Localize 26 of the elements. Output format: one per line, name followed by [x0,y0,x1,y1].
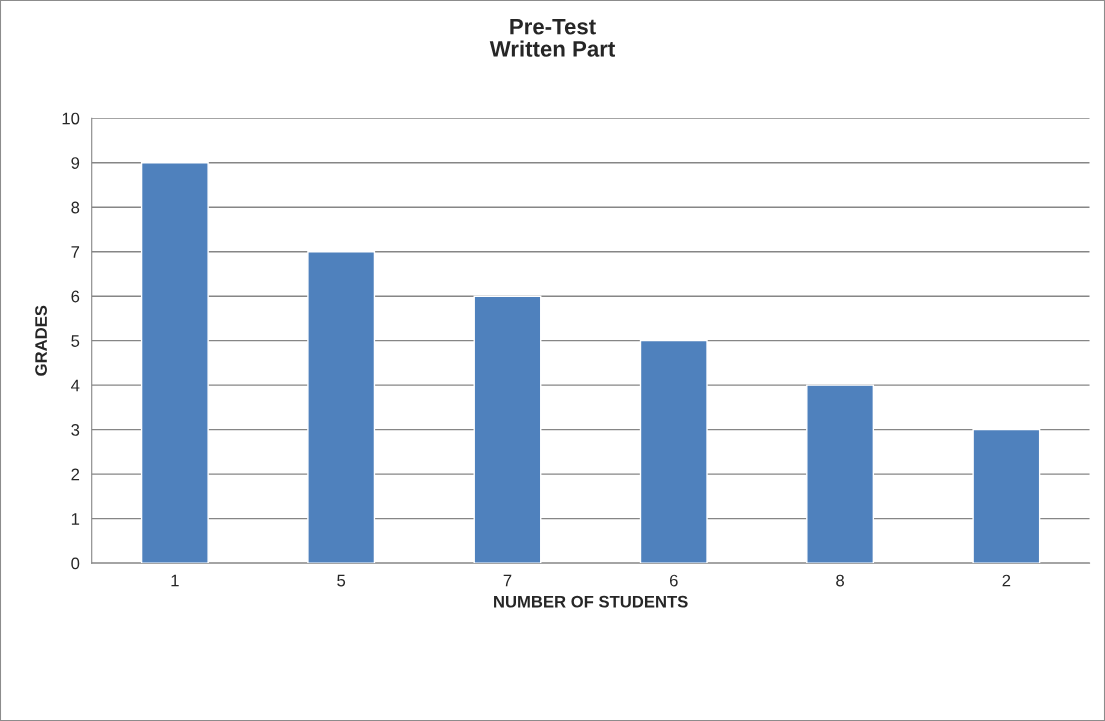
bar [639,339,708,564]
x-tick-label: 7 [503,574,512,587]
y-tick-label: 0 [71,557,80,570]
y-axis-title: GRADES [35,305,47,376]
y-tick-label: 1 [71,513,80,525]
y-tick-label: 5 [71,335,80,347]
y-tick-label: 8 [71,201,80,214]
x-tick-label: 8 [836,574,844,587]
chart-title: Pre-Test Written Part [489,18,615,57]
y-tick-label: 6 [71,290,80,303]
bar [473,295,542,564]
bar [140,162,209,564]
bar [972,428,1041,564]
y-tick-label: 4 [71,379,80,392]
y-tick-label: 9 [71,157,80,169]
y-tick-label: 2 [71,468,80,481]
y-tick-label: 10 [62,112,80,125]
x-tick-label: 1 [171,574,179,587]
y-tick-label: 7 [71,246,80,258]
bar [307,251,376,564]
y-tick-label: 3 [71,424,80,436]
x-tick-label: 5 [337,574,346,587]
bar [806,384,875,564]
x-tick-label: 2 [1002,574,1011,587]
x-tick-label: 6 [669,574,678,587]
x-axis-title: NUMBER OF STUDENTS [494,595,688,608]
